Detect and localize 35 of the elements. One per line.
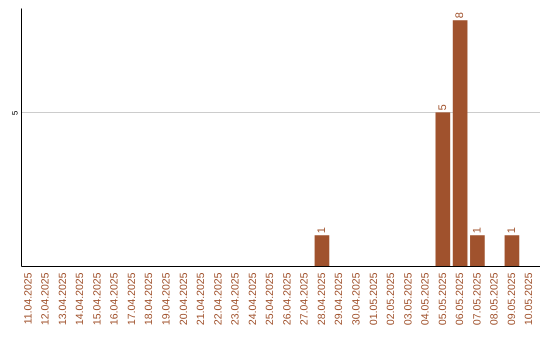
x-tick-label: 14.04.2025 bbox=[74, 272, 86, 326]
x-tick-label: 20.04.2025 bbox=[178, 272, 190, 326]
x-tick-label: 25.04.2025 bbox=[264, 272, 276, 326]
x-tick-label: 05.05.2025 bbox=[436, 272, 449, 326]
x-tick-label: 02.05.2025 bbox=[385, 272, 398, 326]
x-tick-label: 18.04.2025 bbox=[143, 272, 156, 326]
x-tick-label: 01.05.2025 bbox=[368, 272, 380, 326]
x-tick-label: 29.04.2025 bbox=[333, 272, 346, 326]
x-tick-label: 15.04.2025 bbox=[91, 272, 104, 326]
x-tick-label: 19.04.2025 bbox=[160, 272, 173, 326]
x-tick-label: 22.04.2025 bbox=[212, 272, 224, 326]
x-tick-label: 13.04.2025 bbox=[56, 272, 69, 326]
data-label: 1 bbox=[506, 227, 518, 234]
x-tick-label: 07.05.2025 bbox=[471, 272, 484, 326]
x-tick-label: 03.05.2025 bbox=[402, 272, 414, 326]
x-tick-label: 23.04.2025 bbox=[230, 272, 242, 326]
x-tick-label: 24.04.2025 bbox=[246, 272, 259, 326]
x-tick-label: 06.05.2025 bbox=[454, 272, 466, 326]
data-label: 1 bbox=[316, 227, 328, 234]
x-tick-label: 28.04.2025 bbox=[316, 272, 328, 326]
data-label: 1 bbox=[471, 227, 484, 234]
x-tick-label: 11.04.2025 bbox=[22, 272, 34, 324]
x-tick-label: 08.05.2025 bbox=[488, 272, 501, 326]
data-label: 5 bbox=[436, 104, 449, 110]
data-label: 8 bbox=[454, 12, 466, 18]
x-tick-label: 12.04.2025 bbox=[40, 272, 52, 326]
x-tick-label: 16.04.2025 bbox=[108, 272, 121, 326]
x-tick-label: 17.04.2025 bbox=[126, 272, 138, 326]
x-tick-label: 04.05.2025 bbox=[420, 272, 432, 326]
x-tick-label: 30.04.2025 bbox=[350, 272, 362, 326]
x-tick-label: 09.05.2025 bbox=[506, 272, 518, 326]
x-tick-label: 21.04.2025 bbox=[195, 272, 208, 326]
x-tick-label: 27.04.2025 bbox=[298, 272, 311, 326]
x-tick-label: 10.05.2025 bbox=[523, 272, 536, 326]
x-tick-label: 26.04.2025 bbox=[281, 272, 294, 326]
